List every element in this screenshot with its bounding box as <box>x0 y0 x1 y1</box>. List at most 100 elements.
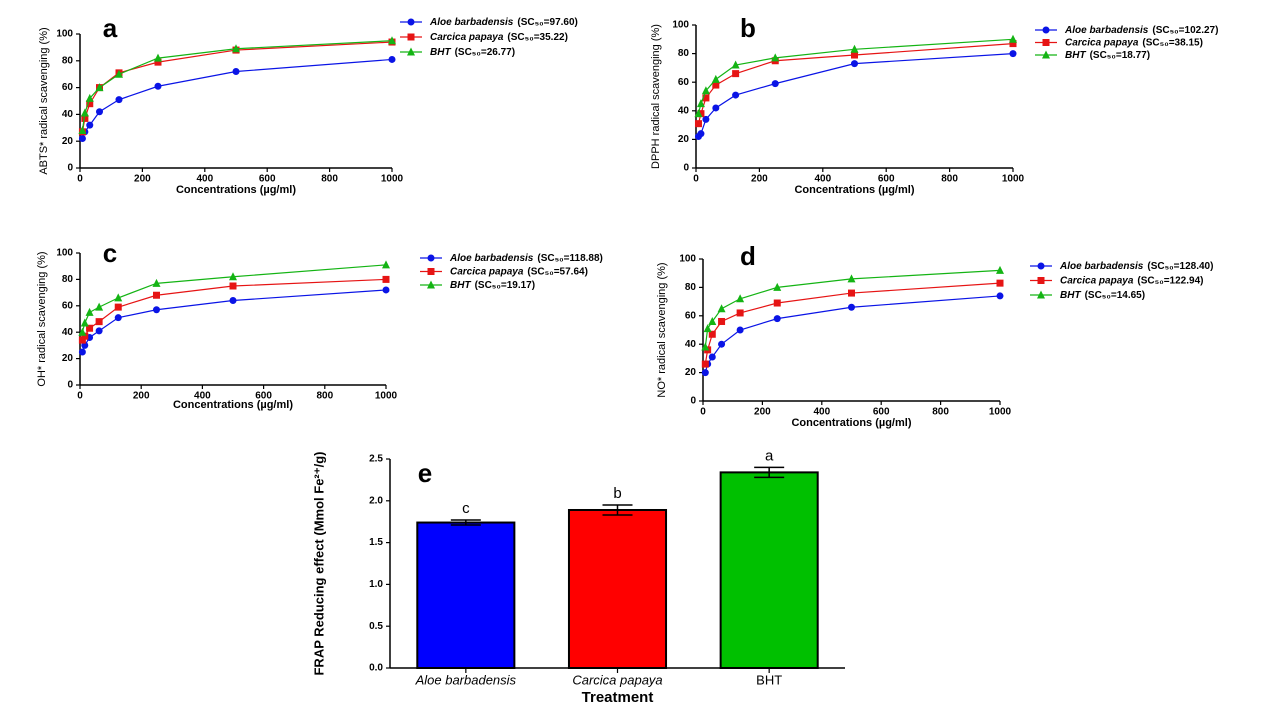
legend-sc50: (SC₅₀=118.88) <box>537 253 603 264</box>
panel-letter: e <box>418 458 432 488</box>
legend-entry: Aloe barbadensis (SC₅₀=118.88) <box>449 253 603 264</box>
legend-entry: BHT (SC₅₀=19.17) <box>450 280 535 291</box>
x-tick-label: 800 <box>932 407 949 418</box>
panel-letter: d <box>740 241 756 271</box>
x-tick-label: 200 <box>134 174 151 185</box>
marker <box>81 332 89 340</box>
legend-entry: Aloe barbadensis (SC₅₀=97.60) <box>429 17 578 28</box>
legend-name: BHT <box>450 280 471 291</box>
marker <box>736 326 744 334</box>
marker <box>382 260 390 269</box>
marker <box>229 282 237 290</box>
marker <box>702 94 710 102</box>
marker <box>154 53 162 62</box>
legend-entry: BHT (SC₅₀=18.77) <box>1065 50 1150 61</box>
x-tick-label: 600 <box>259 174 276 185</box>
marker <box>232 68 240 76</box>
marker <box>851 51 858 59</box>
y-tick-label: 60 <box>62 300 74 311</box>
x-axis-label: Concentrations (µg/ml) <box>173 399 293 411</box>
y-tick-label: 40 <box>62 109 74 120</box>
legend-sc50: (SC₅₀=26.77) <box>455 47 516 58</box>
legend-entry: Aloe barbadensis (SC₅₀=128.40) <box>1059 261 1213 272</box>
y-tick-label: 1.5 <box>369 537 383 548</box>
marker <box>78 327 87 336</box>
marker <box>85 93 94 102</box>
y-tick-label: 60 <box>62 82 74 93</box>
marker <box>154 58 162 66</box>
marker <box>694 120 702 128</box>
y-tick-label: 2.0 <box>369 495 383 506</box>
legend-entry: Carcica papaya (SC₅₀=57.64) <box>450 266 588 277</box>
marker <box>694 109 703 118</box>
marker <box>701 360 709 368</box>
y-axis-label: NO* radical scavenging (%) <box>656 262 668 397</box>
legend-sc50: (SC₅₀=97.60) <box>517 17 578 28</box>
marker <box>152 278 161 287</box>
marker <box>848 289 855 297</box>
x-tick-label: 400 <box>813 407 830 418</box>
bar <box>719 471 819 669</box>
y-tick-label: 80 <box>62 274 74 285</box>
legend-sc50: (SC₅₀=57.64) <box>527 266 588 277</box>
panel: e 0.0 0.5 1.0 1.5 2.0 2.5 c Aloe barbadensis b Car… <box>311 447 845 706</box>
error-bar <box>754 466 785 479</box>
legend-marker <box>1042 39 1050 46</box>
marker <box>114 314 122 322</box>
marker <box>382 275 390 283</box>
legend-name: Aloe barbadensis <box>429 17 514 28</box>
marker <box>732 91 740 99</box>
bar <box>416 521 516 670</box>
legend-entry: Carcica papaya (SC₅₀=35.22) <box>430 32 568 43</box>
marker <box>78 135 86 143</box>
marker <box>708 353 716 361</box>
y-axis-label: OH* radical scavenging (%) <box>36 251 48 386</box>
marker <box>78 348 86 356</box>
y-tick-label: 0.0 <box>369 663 383 674</box>
legend-name: BHT <box>1065 50 1086 61</box>
marker <box>701 369 709 377</box>
marker <box>850 44 859 53</box>
x-tick-label: 600 <box>255 391 272 402</box>
x-tick-label: BHT <box>756 672 782 687</box>
marker <box>95 318 103 326</box>
legend-entry: Carcica papaya (SC₅₀=38.15) <box>1065 37 1203 48</box>
marker <box>996 265 1004 274</box>
marker <box>773 315 781 323</box>
y-tick-label: 40 <box>685 339 697 350</box>
marker <box>85 307 94 316</box>
legend-name: BHT <box>1060 290 1081 301</box>
y-tick-label: 100 <box>672 20 689 31</box>
y-axis-label: ABTS* radical scavenging (%) <box>38 27 50 174</box>
panel-letter: b <box>740 13 756 43</box>
legend-entry: Carcica papaya (SC₅₀=122.94) <box>1060 275 1203 286</box>
y-tick-label: 60 <box>685 310 697 321</box>
y-tick-label: 20 <box>62 353 74 364</box>
legend-name: Carcica papaya <box>430 32 504 43</box>
marker <box>95 302 104 311</box>
legend-entry: BHT (SC₅₀=26.77) <box>430 47 515 58</box>
marker <box>154 82 162 90</box>
series-line <box>81 41 393 132</box>
marker <box>388 36 396 45</box>
marker <box>701 86 710 95</box>
marker <box>731 60 740 69</box>
y-tick-label: 80 <box>685 282 697 293</box>
significance-letter: a <box>765 447 774 464</box>
x-tick-label: 600 <box>878 174 895 185</box>
x-tick-label: 1000 <box>381 174 404 185</box>
marker <box>86 121 94 129</box>
y-tick-label: 20 <box>62 136 74 147</box>
y-tick-label: 100 <box>679 254 696 265</box>
marker <box>1009 34 1017 43</box>
marker <box>718 340 726 348</box>
marker <box>717 304 726 313</box>
marker <box>80 318 89 327</box>
y-axis-label: FRAP Reducing effect (Mmol Fe²⁺/g) <box>311 451 326 675</box>
x-tick-label: 1000 <box>1002 174 1025 185</box>
marker <box>736 309 744 317</box>
legend-name: BHT <box>430 47 451 58</box>
x-tick-label: 1000 <box>989 407 1012 418</box>
x-tick-label: 800 <box>941 174 958 185</box>
